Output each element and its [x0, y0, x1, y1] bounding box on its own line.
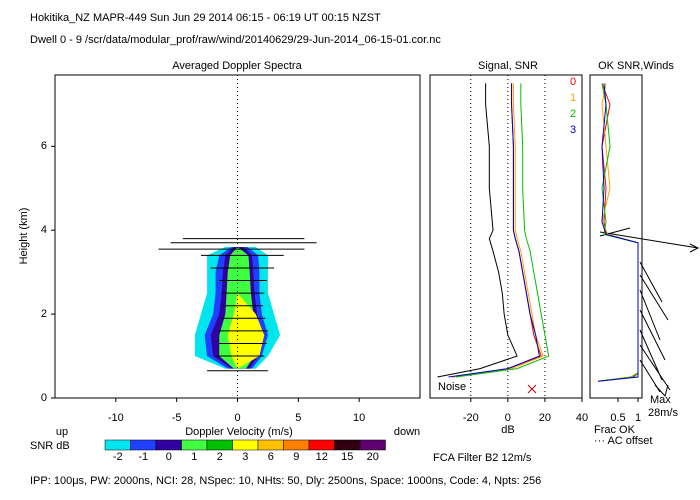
x-tick-label: -5: [172, 412, 182, 424]
colorbar-label: SNR dB: [30, 440, 70, 452]
colorbar-tick-label: 9: [293, 451, 299, 463]
annotation: Max: [650, 394, 671, 406]
colorbar-swatch: [206, 439, 233, 451]
colorbar-tick-label: 1: [191, 451, 197, 463]
x-tick-label: 0: [505, 412, 511, 424]
colorbar-tick-label: 20: [367, 451, 379, 463]
colorbar-swatch: [308, 439, 335, 451]
profile-line: [437, 83, 518, 378]
x-tick-label: 10: [353, 412, 365, 424]
colorbar-tick-label: 15: [341, 451, 353, 463]
colorbar-tick-label: 2: [217, 451, 223, 463]
profile-line: [597, 83, 639, 382]
panel-frame: [589, 74, 643, 399]
x-tick-label: 0: [234, 412, 240, 424]
colorbar-tick-label: -2: [113, 451, 123, 463]
colorbar-tick-label: -1: [138, 451, 148, 463]
x-axis-label: dB: [501, 424, 514, 436]
wind-barbs: [599, 227, 700, 398]
profile-line: [452, 83, 544, 378]
legend-entry: 3: [570, 124, 576, 136]
colorbar-swatch: [257, 439, 284, 451]
colorbar-swatch: [232, 439, 259, 451]
colorbar-tick-label: 12: [316, 451, 328, 463]
colorbar-tick-label: 0: [166, 451, 172, 463]
colorbar-swatch: [155, 439, 182, 451]
colorbar-tick-label: 3: [242, 451, 248, 463]
y-tick-label: 2: [41, 308, 47, 320]
panel-frame: [429, 74, 583, 399]
contour: [227, 246, 265, 369]
profile-line: [455, 83, 550, 378]
colorbar-swatch: [130, 439, 157, 451]
x-markers: [527, 384, 537, 394]
x-tick-label: 1: [635, 412, 641, 424]
colorbar-swatch: [104, 439, 131, 451]
x-tick-label: 20: [539, 412, 551, 424]
legend-entry: 1: [570, 92, 576, 104]
header-line: Dwell 0 - 9 /scr/data/modular_prof/raw/w…: [30, 34, 441, 46]
x-tick-label: 40: [576, 412, 588, 424]
colorbar-swatch: [334, 439, 361, 451]
y-tick-label: 0: [41, 392, 47, 404]
annotation: FCA Filter B2 12m/s: [433, 452, 532, 464]
colorbar-swatch: [181, 439, 208, 451]
footer: IPP: 100μs, PW: 2000ns, NCI: 28, NSpec: …: [30, 475, 541, 487]
profile-line: [597, 83, 639, 382]
x-axis-label: Frac OK: [594, 424, 636, 436]
y-tick-label: 4: [41, 224, 47, 236]
profile-line: [452, 83, 542, 378]
note: down: [394, 426, 420, 438]
legend-entry: 2: [570, 108, 576, 120]
y-tick-label: 6: [41, 140, 47, 152]
y-axis-label: Height (km): [18, 208, 30, 265]
panel-title: Averaged Doppler Spectra: [172, 60, 302, 72]
note: up: [56, 426, 68, 438]
x-tick-label: 0.5: [610, 412, 625, 424]
legend-entry: 0: [570, 76, 576, 88]
colorbar-tick-label: 6: [268, 451, 274, 463]
colorbar-swatch: [283, 439, 310, 451]
annotation: 28m/s: [648, 407, 678, 419]
profile-line: [448, 83, 540, 378]
x-tick-label: -20: [463, 412, 479, 424]
colorbar-swatch: [359, 439, 386, 451]
x-tick-label: -10: [108, 412, 124, 424]
note: ··· AC offset: [594, 435, 652, 447]
x-axis-label: Doppler Velocity (m/s): [185, 426, 293, 438]
annotation: Noise: [438, 381, 466, 393]
panel-title: OK SNR,Winds: [598, 60, 674, 72]
panel-title: Signal, SNR: [478, 60, 538, 72]
header-line: Hokitika_NZ MAPR-449 Sun Jun 29 2014 06:…: [30, 12, 381, 24]
x-tick-label: 5: [295, 412, 301, 424]
